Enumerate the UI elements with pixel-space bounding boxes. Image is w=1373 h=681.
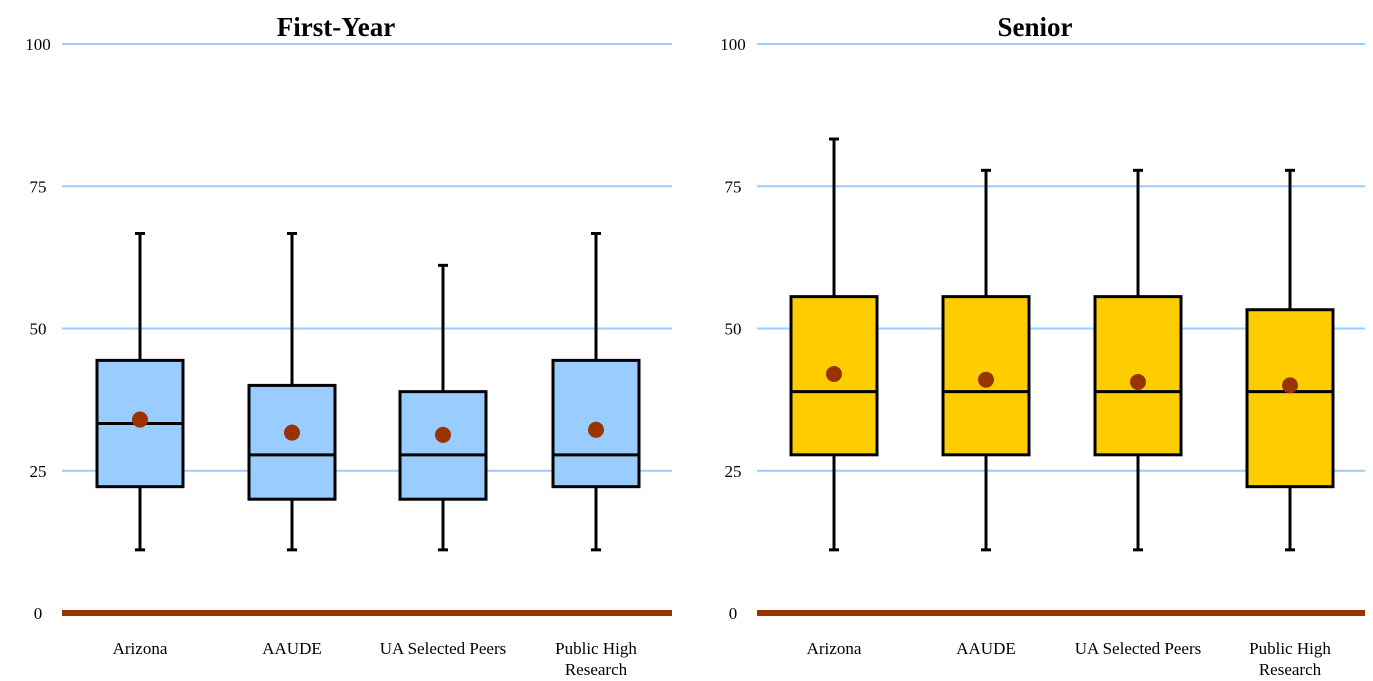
chart-title: First-Year (277, 12, 395, 42)
y-tick-label: 75 (725, 177, 742, 196)
x-tick-label: Arizona (113, 639, 168, 658)
y-tick-label: 0 (729, 604, 738, 623)
mean-marker (435, 426, 451, 443)
mean-marker (978, 371, 994, 388)
chart-title: Senior (997, 12, 1072, 42)
mean-marker (132, 411, 148, 428)
x-tick-label: UA Selected Peers (380, 639, 507, 658)
box-iqr (398, 390, 488, 501)
y-tick-label: 50 (30, 320, 47, 339)
box-iqr (247, 383, 337, 501)
y-tick-label: 100 (720, 35, 746, 54)
mean-marker (284, 424, 300, 441)
box-iqr (789, 295, 879, 457)
mean-marker (1282, 377, 1298, 394)
x-tick-label: Arizona (807, 639, 862, 658)
first-year-panel: First-Year 0 25 50 75 100 Arizona AAUDE UA Sele… (25, 12, 672, 679)
y-tick-label: 75 (30, 177, 47, 196)
x-tick-label: AAUDE (956, 639, 1016, 658)
box-iqr (1245, 308, 1335, 489)
x-tick-label-line: Research (1259, 660, 1322, 679)
y-tick-label: 50 (725, 320, 742, 339)
y-tick-label: 25 (725, 462, 742, 481)
y-tick-label: 100 (25, 35, 51, 54)
mean-marker (1130, 373, 1146, 390)
x-tick-label-line: Research (565, 660, 628, 679)
y-tick-label: 0 (34, 604, 43, 623)
x-tick-label: AAUDE (262, 639, 322, 658)
x-tick-label-line: Public High (1249, 639, 1331, 658)
x-tick-label: UA Selected Peers (1075, 639, 1202, 658)
senior-panel: Senior 0 25 50 75 100 Arizona AAUDE UA Selected… (720, 12, 1365, 679)
mean-marker (588, 421, 604, 438)
x-tick-label: Public High Research (1249, 639, 1331, 679)
y-tick-label: 25 (30, 462, 47, 481)
x-tick-label: Public High Research (555, 639, 637, 679)
x-tick-label-line: Public High (555, 639, 637, 658)
mean-marker (826, 366, 842, 383)
